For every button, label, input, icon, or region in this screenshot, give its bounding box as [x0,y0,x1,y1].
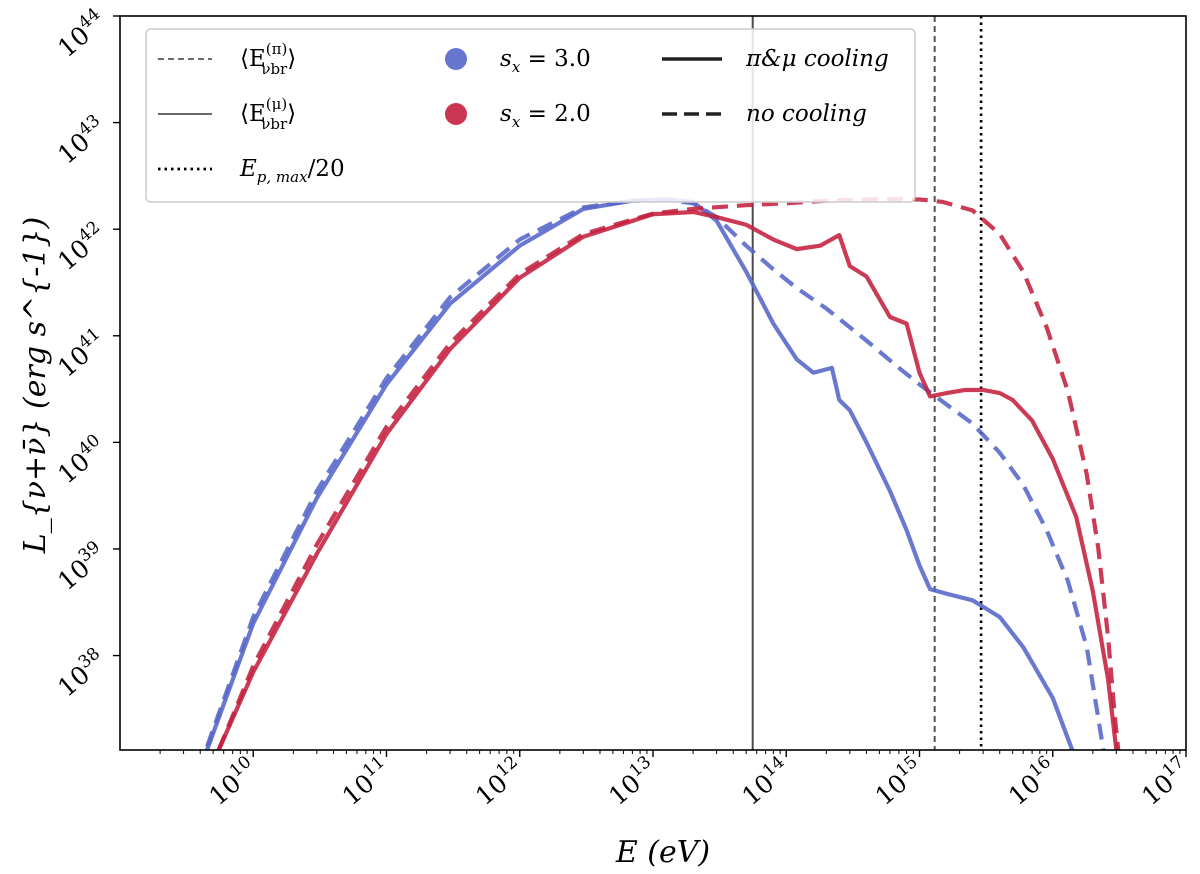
y-tick-label: 1039 [50,537,112,596]
legend-vline-label: ⟨E(π) νbr⟩ [240,40,296,78]
legend-marker [445,48,467,70]
series-line-4 [216,196,1121,750]
y-tick-label: 1043 [50,111,112,170]
legend-cooling-label: no cooling [746,101,867,127]
y-tick-label: 1040 [50,430,112,489]
x-tick-label: 1014 [735,752,797,811]
legend-vline-label: ⟨E(μ) νbr⟩ [240,95,296,133]
series-line-1 [205,197,1075,750]
x-axis-title: E (eV) [615,835,710,870]
y-tick-label: 1038 [50,644,112,703]
legend-series-label: sx = 3.0 [500,46,591,76]
x-tick-label: 1015 [868,752,930,811]
x-axis-ticks: 1010 1011 1012 1013 1014 1015 1016 1017 [159,750,1196,811]
x-tick-label: 1010 [202,752,264,811]
x-tick-label: 1011 [335,752,397,811]
x-tick-label: 1013 [601,752,663,811]
series-line-2 [205,197,1106,750]
x-axis-title-text: E (eV) [615,835,710,870]
legend-cooling-label: π&μ cooling [745,46,889,72]
y-tick-label: 1041 [50,324,112,383]
x-tick-label: 1017 [1134,752,1196,811]
legend-marker [445,103,467,125]
legend: ⟨E(π) νbr⟩ ⟨E(μ) νbr⟩ Ep, max/20 sx = 3.0 sx =… [145,28,916,203]
series-line-3 [216,209,1119,750]
series-layer [205,196,1121,750]
x-tick-label: 1016 [1001,752,1063,811]
y-axis-ticks: 1038 1039 1040 1041 1042 1043 1044 [50,4,120,703]
legend-vline-label: Ep, max/20 [239,156,345,186]
legend-box [145,28,916,203]
y-axis-title: L_{ν+ν̄} (erg s^{-1}) [18,217,53,554]
x-tick-label: 1012 [468,752,530,811]
y-axis-title-text: L_{ν+ν̄} (erg s^{-1}) [18,217,53,554]
y-tick-label: 1044 [50,4,112,63]
y-tick-label: 1042 [50,217,112,276]
legend-series-label: sx = 2.0 [500,101,591,131]
